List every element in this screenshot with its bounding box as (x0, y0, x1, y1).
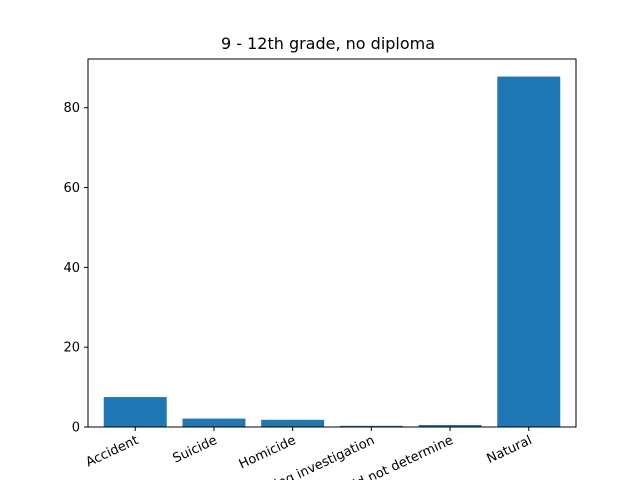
y-tick-label: 0 (72, 421, 80, 436)
bar-pending-investigation (339, 425, 403, 427)
x-tick-label: Accident (84, 433, 141, 470)
plot-frame (87, 58, 577, 428)
y-tick-label: 40 (63, 261, 80, 276)
y-axis: 0 20 40 60 80 (63, 101, 88, 436)
bar-accident (103, 397, 167, 427)
chart-title: 9 - 12th grade, no diploma (221, 34, 435, 53)
x-tick-label: Suicide (171, 433, 220, 467)
bar-suicide (182, 418, 246, 427)
bars-layer (103, 76, 561, 427)
y-tick-label: 20 (63, 341, 80, 356)
bar-could-not-determine (418, 425, 482, 427)
bar-homicide (261, 419, 325, 427)
x-tick-label: Natural (485, 433, 535, 467)
y-tick-label: 60 (63, 181, 80, 196)
x-tick-label: Homicide (237, 433, 299, 472)
bar-natural (497, 76, 561, 427)
y-tick-label: 80 (63, 101, 80, 116)
